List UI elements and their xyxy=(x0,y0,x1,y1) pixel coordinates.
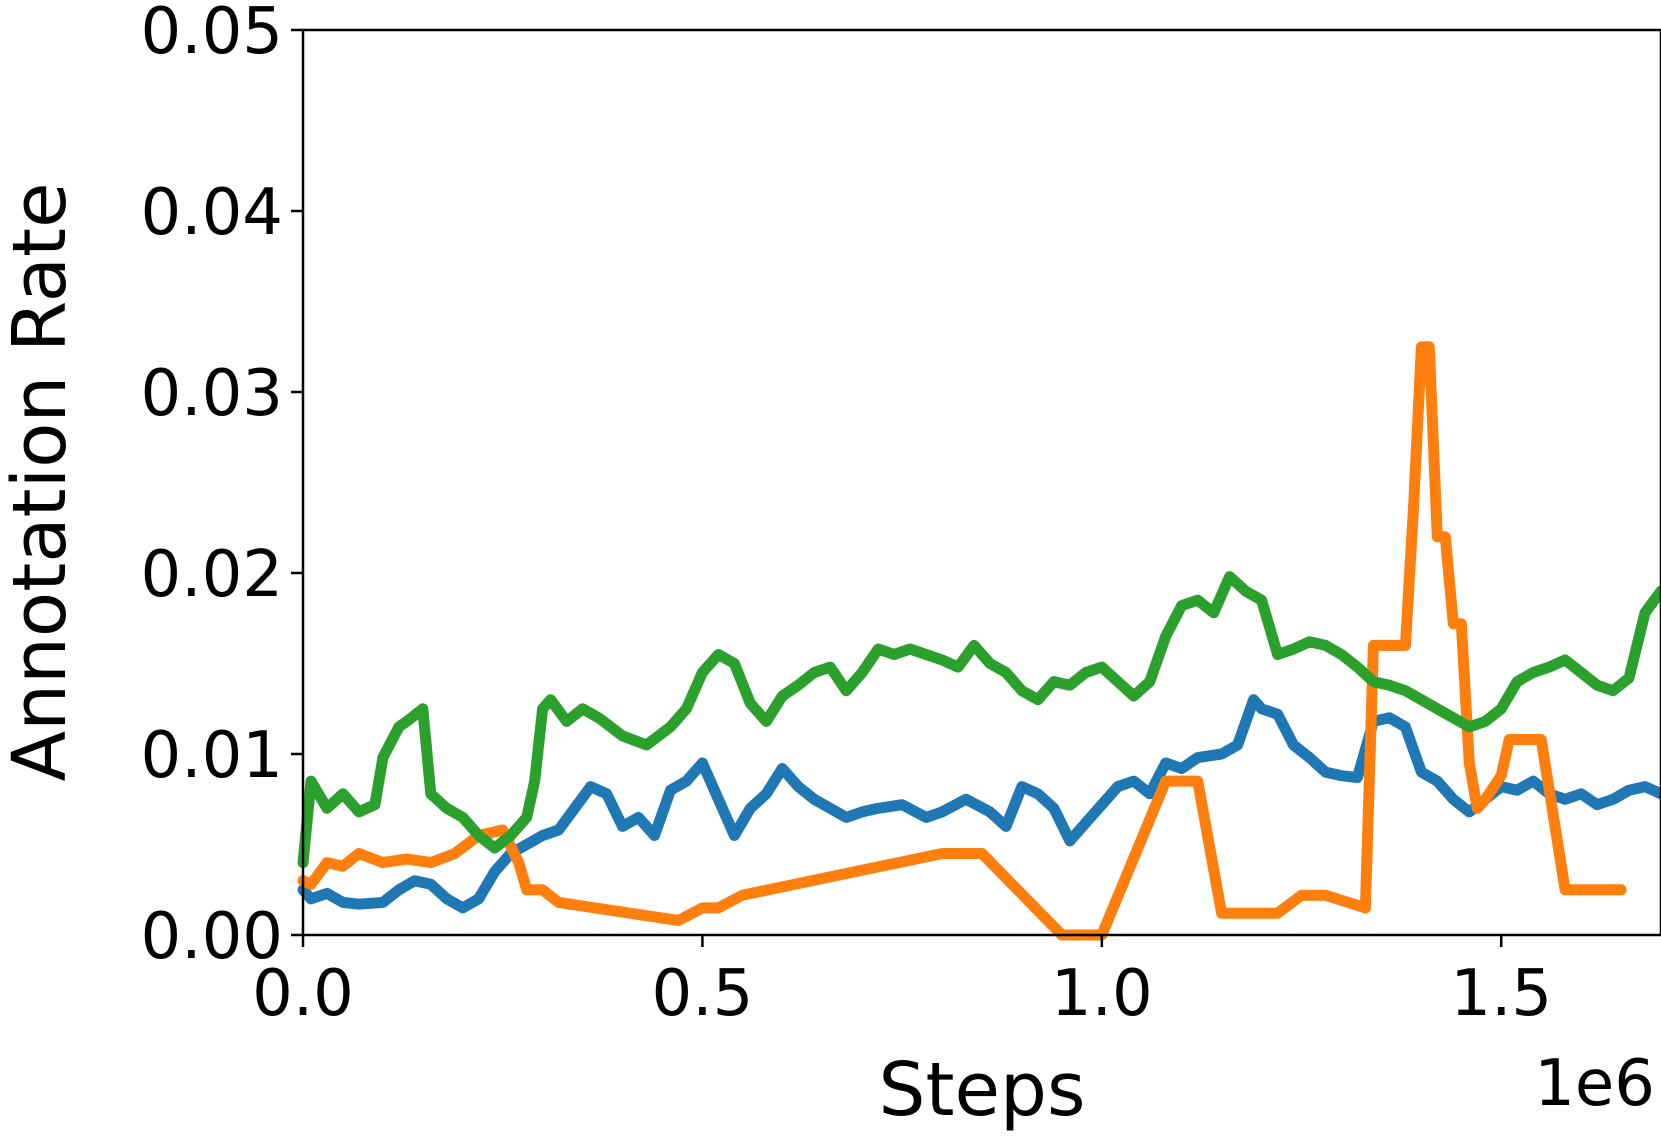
series-layer xyxy=(297,341,1661,941)
series-1-line xyxy=(297,694,1661,914)
x-axis: 0.0 0.5 1.0 1.5 xyxy=(252,935,1552,1031)
series-3-line xyxy=(297,571,1661,869)
series-2-line xyxy=(297,341,1627,941)
x-tick-label: 0.0 xyxy=(252,957,354,1031)
y-tick-label: 0.05 xyxy=(141,0,284,69)
y-tick-label: 0.03 xyxy=(141,357,284,431)
x-tick-label: 1.0 xyxy=(1051,957,1153,1031)
plot-area-frame xyxy=(301,28,1661,937)
x-axis-label: Steps xyxy=(878,1047,1085,1133)
y-tick-label: 0.01 xyxy=(141,719,284,793)
x-tick-label: 0.5 xyxy=(652,957,754,1031)
y-tick-label: 0.02 xyxy=(141,538,284,612)
y-axis: 0.00 0.01 0.02 0.03 0.04 0.05 xyxy=(141,0,303,974)
y-tick-label: 0.04 xyxy=(141,176,284,250)
y-tick-label: 0.00 xyxy=(141,900,284,974)
x-axis-offset-label: 1e6 xyxy=(1534,1047,1655,1121)
x-tick-label: 1.5 xyxy=(1450,957,1552,1031)
y-axis-label: Annotation Rate xyxy=(0,182,83,781)
